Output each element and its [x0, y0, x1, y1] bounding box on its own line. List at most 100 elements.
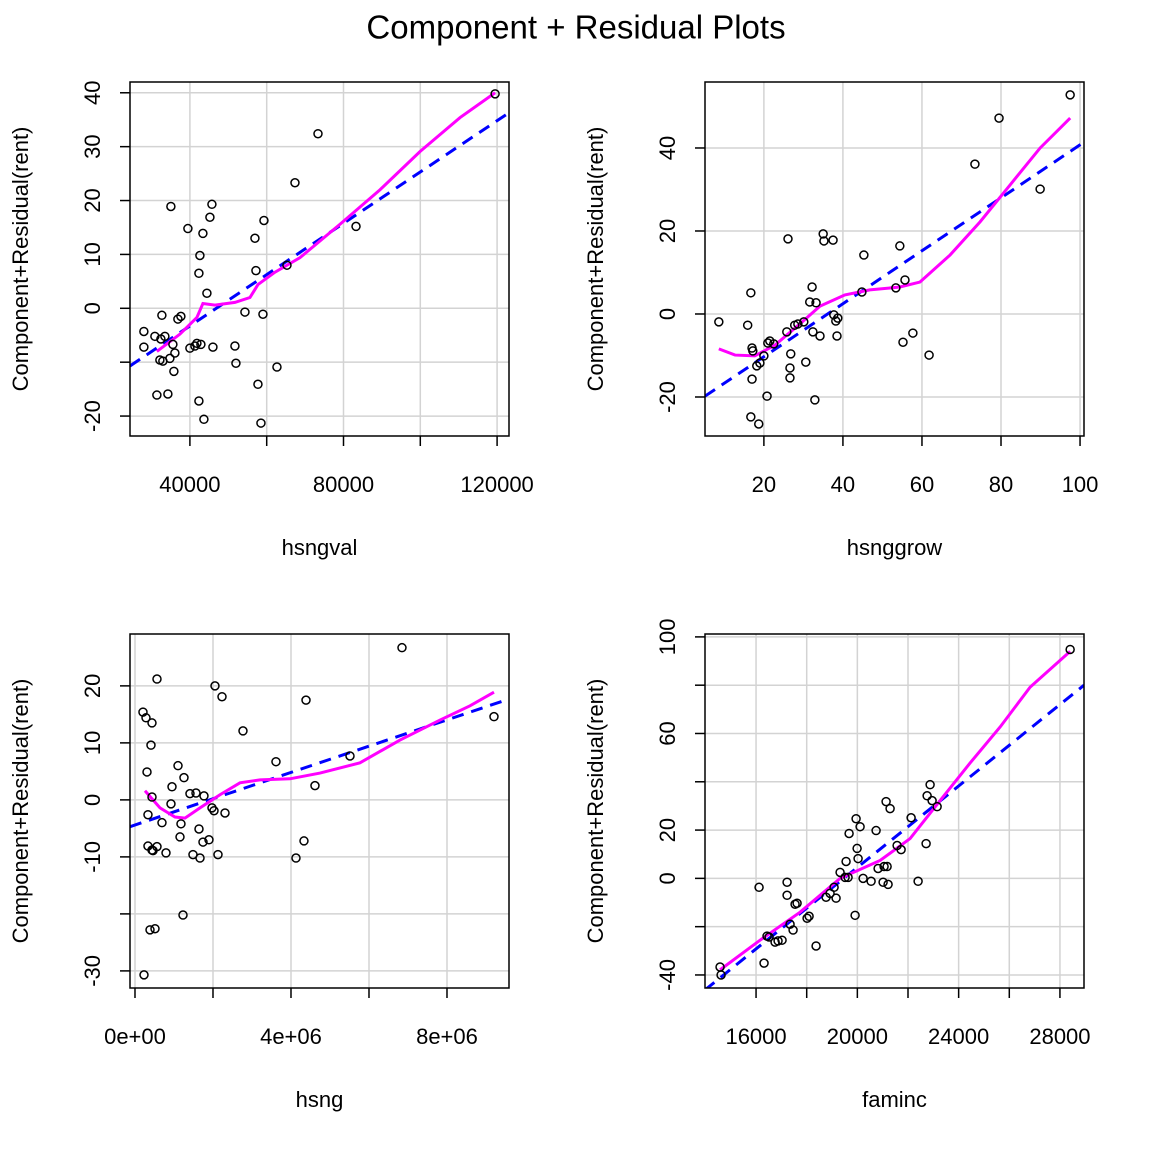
point [165, 353, 175, 364]
point [835, 867, 845, 878]
x-tick-label: 120000 [460, 472, 533, 497]
point [256, 418, 266, 428]
point [167, 782, 177, 792]
point [157, 817, 167, 828]
point [199, 414, 209, 425]
x-tick-label: 28000 [1029, 1024, 1090, 1049]
point [754, 882, 764, 893]
y-axis-label: Component+Residual(rent) [8, 679, 33, 944]
point [769, 339, 779, 349]
plot-area [705, 117, 1084, 398]
point [759, 958, 769, 968]
point [891, 283, 901, 293]
point [881, 796, 891, 807]
point [831, 893, 841, 903]
point [185, 788, 195, 799]
point [195, 853, 205, 863]
point [1035, 184, 1045, 194]
point [291, 853, 301, 863]
plot-frame [129, 633, 510, 989]
point [147, 718, 157, 728]
y-tick-label: -10 [80, 841, 105, 873]
point [150, 923, 160, 934]
point [783, 234, 793, 244]
point [194, 396, 204, 406]
y-tick-label: 20 [655, 219, 680, 243]
y-tick-label: -30 [80, 955, 105, 987]
point [179, 772, 189, 783]
y-tick-label: 60 [655, 721, 680, 745]
point [489, 711, 499, 722]
y-tick-label: 0 [80, 794, 105, 806]
point [879, 861, 889, 872]
point [898, 337, 908, 347]
point [282, 260, 292, 270]
point [202, 288, 212, 298]
point [230, 341, 240, 351]
y-tick-label: -40 [655, 959, 680, 991]
point [932, 801, 942, 812]
point [198, 837, 208, 847]
plot-frame [704, 633, 1085, 989]
x-axis-label: hsng [296, 1087, 344, 1112]
point [301, 695, 311, 705]
x-tick-label: 40 [831, 472, 855, 497]
point [807, 282, 817, 292]
point [170, 348, 180, 358]
point [810, 395, 820, 405]
point [853, 853, 863, 864]
point [161, 848, 171, 858]
point [143, 809, 153, 820]
point [198, 228, 208, 239]
point [785, 363, 795, 373]
x-tick-label: 40000 [159, 472, 220, 497]
fit-line [705, 684, 1084, 988]
point [183, 223, 193, 234]
point [210, 681, 220, 691]
y-tick-label: 0 [655, 308, 680, 320]
point [313, 128, 323, 139]
point [141, 713, 151, 723]
x-tick-label: 4e+06 [260, 1024, 322, 1049]
point [490, 89, 500, 99]
point [397, 642, 407, 653]
point [173, 314, 183, 324]
point [253, 379, 263, 390]
point [176, 311, 186, 322]
point [844, 828, 854, 839]
point [152, 674, 162, 684]
plot-area [130, 91, 509, 368]
point [788, 925, 798, 935]
point [843, 872, 853, 883]
point [259, 215, 269, 226]
point [168, 339, 178, 350]
point [145, 925, 155, 935]
point [777, 935, 787, 945]
point [815, 331, 825, 341]
point [896, 844, 906, 855]
plot-area [130, 690, 509, 829]
point [173, 760, 183, 771]
point [831, 316, 841, 326]
point [178, 910, 188, 920]
point [792, 898, 802, 908]
point [213, 849, 223, 860]
plot-frame [129, 81, 510, 437]
point [871, 825, 881, 836]
point [895, 241, 905, 251]
point [994, 113, 1004, 123]
point [310, 780, 320, 791]
figure-title: Component + Residual Plots [366, 9, 785, 46]
point [194, 824, 204, 834]
point [195, 250, 205, 261]
y-tick-label: 10 [80, 242, 105, 266]
point [166, 201, 176, 212]
point [755, 358, 765, 368]
smooth-line [718, 117, 1072, 358]
x-tick-label: 20 [752, 472, 776, 497]
y-tick-label: 20 [80, 674, 105, 698]
point [819, 236, 829, 246]
point [782, 877, 792, 887]
point [192, 338, 202, 349]
point [748, 346, 758, 356]
